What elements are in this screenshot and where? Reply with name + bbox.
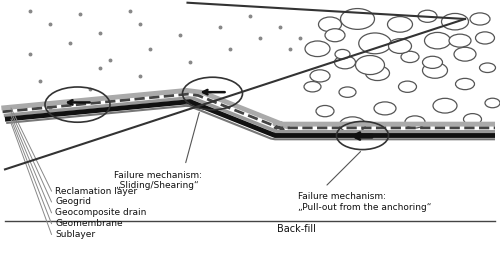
Ellipse shape: [340, 117, 365, 133]
Text: Reclamation layer: Reclamation layer: [55, 186, 137, 196]
Ellipse shape: [464, 114, 481, 125]
Text: Geocomposite drain: Geocomposite drain: [55, 208, 146, 217]
Text: Geomembrane: Geomembrane: [55, 219, 122, 228]
Ellipse shape: [405, 116, 425, 128]
Ellipse shape: [476, 32, 494, 44]
Ellipse shape: [433, 98, 457, 113]
Text: Failure mechanism:
„Pull-out from the anchoring“: Failure mechanism: „Pull-out from the an…: [298, 192, 431, 212]
Ellipse shape: [456, 78, 474, 90]
Ellipse shape: [454, 47, 476, 61]
Ellipse shape: [304, 82, 321, 92]
Text: Failure mechanism:
„Sliding/Shearing“: Failure mechanism: „Sliding/Shearing“: [114, 171, 202, 190]
Ellipse shape: [340, 9, 374, 29]
Text: Geogrid: Geogrid: [55, 197, 91, 207]
Ellipse shape: [318, 17, 342, 32]
Ellipse shape: [485, 98, 500, 108]
Ellipse shape: [334, 56, 355, 69]
Ellipse shape: [398, 81, 416, 92]
Ellipse shape: [316, 105, 334, 117]
Ellipse shape: [424, 33, 450, 49]
Text: Sublayer: Sublayer: [55, 230, 95, 239]
Ellipse shape: [449, 34, 471, 47]
Text: Back-fill: Back-fill: [278, 224, 316, 234]
Ellipse shape: [305, 41, 330, 57]
Ellipse shape: [422, 63, 448, 78]
Ellipse shape: [401, 51, 419, 63]
Ellipse shape: [388, 39, 411, 53]
Ellipse shape: [356, 56, 384, 75]
Ellipse shape: [480, 63, 496, 73]
Ellipse shape: [366, 66, 390, 80]
Ellipse shape: [422, 56, 442, 68]
Ellipse shape: [388, 17, 412, 32]
Ellipse shape: [442, 14, 468, 30]
Ellipse shape: [310, 70, 330, 82]
Ellipse shape: [374, 102, 396, 115]
Ellipse shape: [470, 13, 490, 25]
Ellipse shape: [339, 87, 356, 97]
Ellipse shape: [418, 10, 437, 22]
Ellipse shape: [359, 33, 391, 54]
Ellipse shape: [325, 29, 345, 42]
Ellipse shape: [335, 49, 350, 59]
